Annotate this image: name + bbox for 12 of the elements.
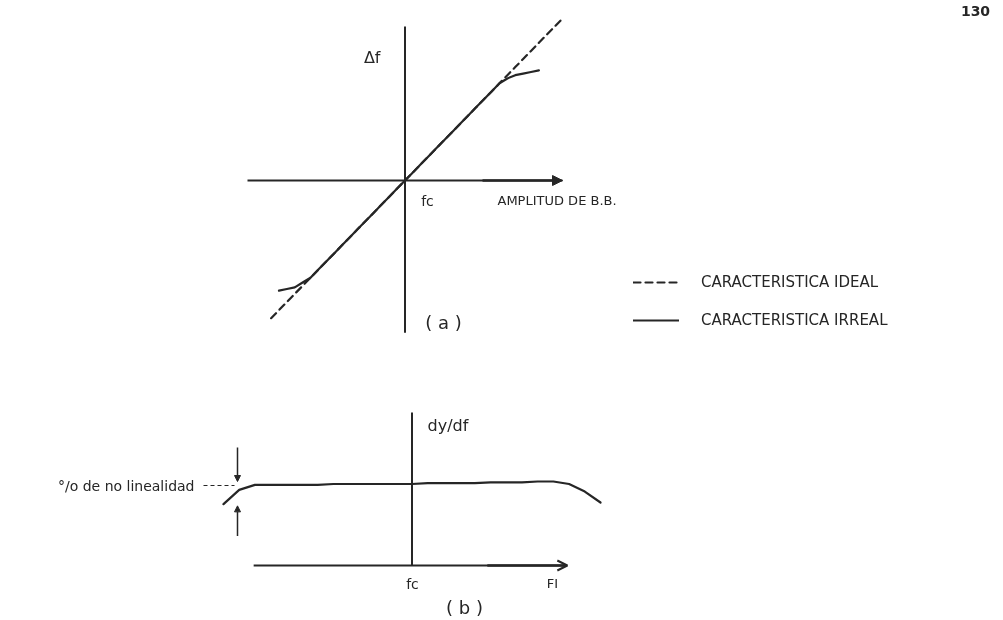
text: 130 <box>960 2 991 19</box>
text: ( b ) <box>446 597 483 618</box>
legend-label: CARACTERISTICA IRREAL <box>701 310 888 330</box>
x-axis-title: FI <box>546 576 559 591</box>
text: °/o de no linealidad <box>57 477 195 494</box>
y-axis-title: dy/df <box>427 416 469 435</box>
text: fc <box>406 575 419 592</box>
y-axis-title: Δf <box>363 48 381 67</box>
annotation: fc <box>421 192 434 209</box>
legend-label: CARACTERISTICA IDEAL <box>701 272 879 292</box>
text: ( a ) <box>425 312 462 333</box>
x-axis-title: AMPLITUD DE B.B. <box>497 193 617 208</box>
